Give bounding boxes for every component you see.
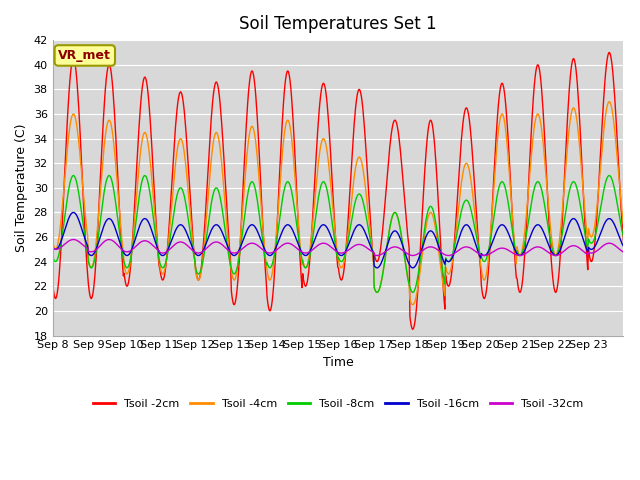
Legend: Tsoil -2cm, Tsoil -4cm, Tsoil -8cm, Tsoil -16cm, Tsoil -32cm: Tsoil -2cm, Tsoil -4cm, Tsoil -8cm, Tsoi…	[88, 394, 588, 413]
Tsoil -32cm	[430, 245, 438, 251]
Tsoil -2cm	[249, 69, 257, 75]
Tsoil -16cm	[399, 242, 406, 248]
Tsoil -32cm	[221, 245, 229, 251]
Line: Tsoil -16cm: Tsoil -16cm	[52, 213, 623, 268]
Tsoil -4cm	[249, 124, 257, 130]
Tsoil -8cm	[430, 210, 438, 216]
Tsoil -4cm	[605, 99, 613, 105]
Tsoil -2cm	[430, 132, 438, 138]
Tsoil -16cm	[49, 244, 56, 250]
Line: Tsoil -32cm: Tsoil -32cm	[52, 240, 623, 255]
Tsoil -16cm	[431, 232, 438, 238]
Tsoil -2cm	[620, 239, 627, 244]
Tsoil -2cm	[116, 211, 124, 217]
Tsoil -4cm	[397, 230, 405, 236]
Tsoil -2cm	[605, 49, 613, 55]
Tsoil -8cm	[116, 232, 124, 238]
Tsoil -32cm	[70, 237, 77, 242]
Tsoil -8cm	[620, 234, 627, 240]
X-axis label: Time: Time	[323, 356, 353, 369]
Tsoil -4cm	[49, 238, 56, 244]
Tsoil -2cm	[49, 281, 56, 287]
Tsoil -32cm	[116, 245, 124, 251]
Line: Tsoil -2cm: Tsoil -2cm	[52, 52, 623, 329]
Tsoil -8cm	[49, 253, 56, 259]
Tsoil -8cm	[373, 289, 381, 295]
Tsoil -16cm	[271, 246, 279, 252]
Tsoil -16cm	[70, 210, 77, 216]
Tsoil -4cm	[221, 195, 228, 201]
Tsoil -8cm	[221, 223, 228, 229]
Tsoil -32cm	[49, 246, 56, 252]
Text: VR_met: VR_met	[58, 49, 111, 62]
Tsoil -32cm	[398, 247, 406, 252]
Tsoil -4cm	[116, 212, 124, 217]
Line: Tsoil -8cm: Tsoil -8cm	[52, 176, 623, 292]
Tsoil -4cm	[430, 216, 438, 222]
Tsoil -4cm	[409, 302, 417, 308]
Tsoil -4cm	[271, 252, 278, 258]
Tsoil -16cm	[620, 243, 627, 249]
Y-axis label: Soil Temperature (C): Soil Temperature (C)	[15, 123, 28, 252]
Tsoil -2cm	[221, 168, 228, 173]
Tsoil -2cm	[397, 154, 405, 160]
Tsoil -16cm	[221, 238, 229, 243]
Tsoil -16cm	[373, 265, 381, 271]
Tsoil -16cm	[116, 241, 124, 247]
Tsoil -16cm	[250, 222, 257, 228]
Tsoil -8cm	[249, 180, 257, 185]
Tsoil -2cm	[271, 271, 278, 277]
Tsoil -32cm	[481, 252, 488, 258]
Title: Soil Temperatures Set 1: Soil Temperatures Set 1	[239, 15, 437, 33]
Tsoil -4cm	[620, 221, 627, 227]
Line: Tsoil -4cm: Tsoil -4cm	[52, 102, 623, 305]
Tsoil -32cm	[250, 240, 257, 246]
Tsoil -8cm	[605, 173, 613, 179]
Tsoil -32cm	[271, 248, 279, 254]
Tsoil -2cm	[409, 326, 417, 332]
Tsoil -8cm	[271, 252, 278, 257]
Tsoil -32cm	[620, 249, 627, 255]
Tsoil -8cm	[398, 235, 406, 241]
